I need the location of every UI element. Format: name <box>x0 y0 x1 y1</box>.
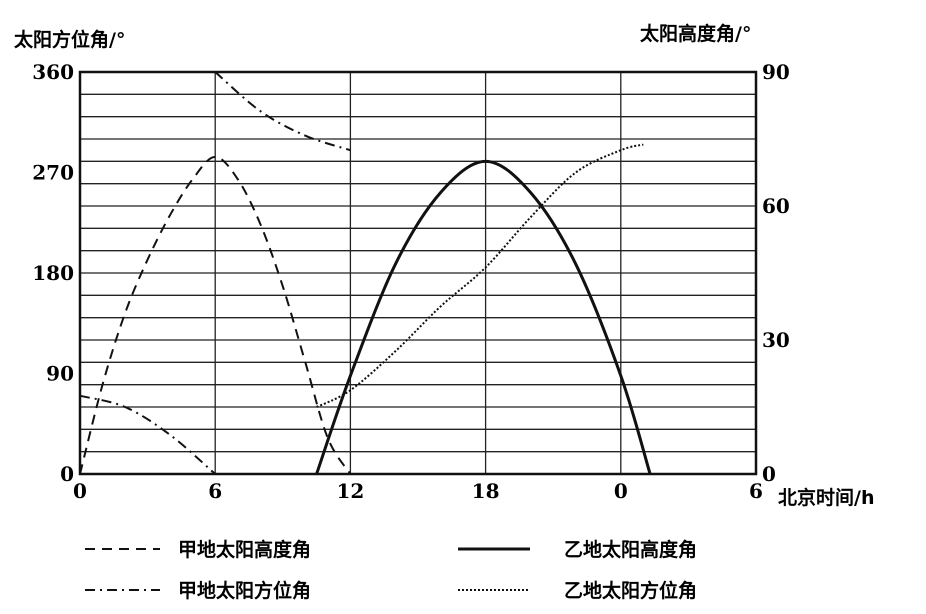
x-tick-label: 6 <box>749 479 763 503</box>
legend-label-jia-azimuth: 甲地太阳方位角 <box>178 579 311 602</box>
legend-label-yi-azimuth: 乙地太阳方位角 <box>564 579 697 602</box>
y-right-tick-label: 60 <box>762 194 790 218</box>
grid <box>79 71 757 475</box>
y-right-tick-label: 0 <box>762 462 776 486</box>
x-axis-label: 北京时间/h <box>778 486 874 509</box>
y-right-tick-label: 30 <box>762 328 790 352</box>
y-left-tick-label: 180 <box>32 261 74 285</box>
legend-label-yi-altitude: 乙地太阳高度角 <box>564 538 697 561</box>
y-left-axis-label: 太阳方位角/° <box>14 28 125 51</box>
y-right-tick-label: 90 <box>762 60 790 84</box>
x-tick-label: 12 <box>336 479 364 503</box>
series-line-2 <box>315 159 652 475</box>
series-group <box>79 71 652 475</box>
series-line-3 <box>316 143 644 408</box>
y-left-tick-label: 270 <box>32 161 74 185</box>
x-tick-label: 18 <box>472 479 500 503</box>
legend: 甲地太阳高度角 乙地太阳高度角 甲地太阳方位角 乙地太阳方位角 <box>85 538 697 602</box>
x-tick-label: 0 <box>614 479 628 503</box>
y-right-axis-label: 太阳高度角/° <box>640 22 751 45</box>
y-left-tick-label: 0 <box>60 462 74 486</box>
y-left-tick-label: 360 <box>32 60 74 84</box>
legend-label-jia-altitude: 甲地太阳高度角 <box>178 538 311 561</box>
x-tick-label: 6 <box>208 479 222 503</box>
series-line-1 <box>214 71 351 152</box>
x-tick-label: 0 <box>73 479 87 503</box>
y-left-tick-label: 90 <box>46 362 74 386</box>
series-line-1 <box>79 394 216 475</box>
plot-frame <box>78 70 758 476</box>
series-line-0 <box>79 155 352 475</box>
